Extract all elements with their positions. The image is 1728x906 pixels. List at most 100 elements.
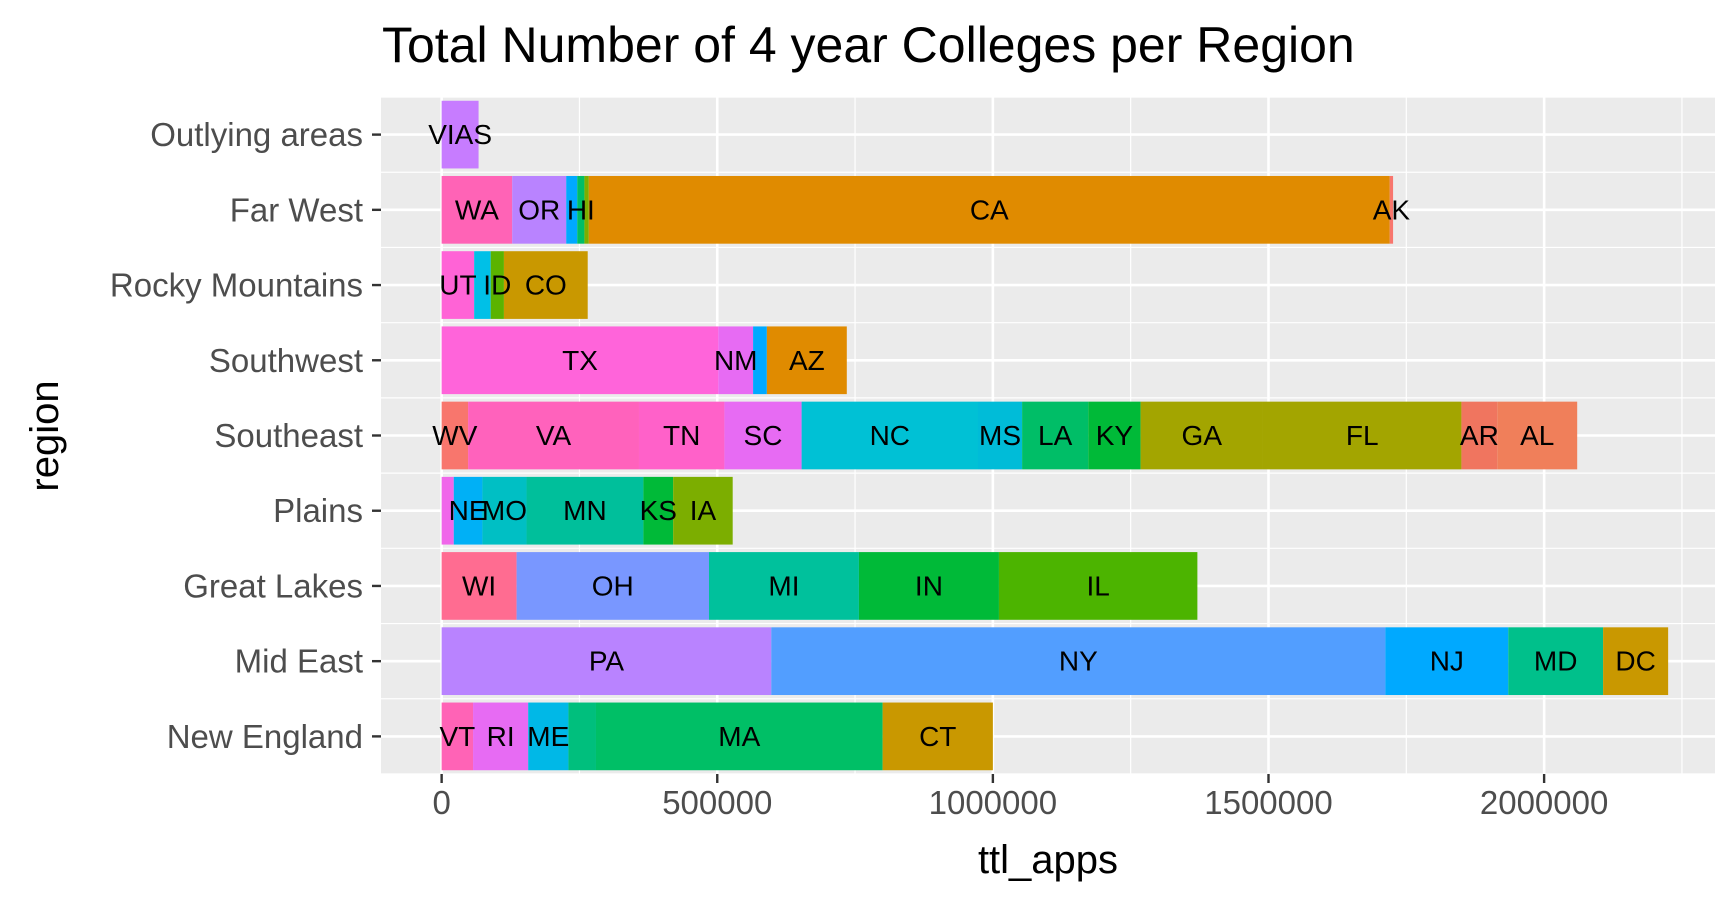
segment-label: NY	[1059, 646, 1098, 677]
x-axis: 0 500000 1000000 1500000 2000000	[432, 774, 1608, 821]
segment-label: NC	[870, 420, 910, 451]
segment-label: MN	[563, 495, 607, 526]
y-tick-label: Southeast	[214, 417, 363, 454]
bar-segment	[1603, 627, 1669, 696]
bar-segment	[441, 175, 513, 244]
bar-segment	[766, 326, 847, 395]
segment-label: CA	[970, 194, 1009, 225]
segment-label: MA	[718, 721, 760, 752]
segment-label: DC	[1615, 646, 1655, 677]
segment-label: OH	[592, 570, 634, 601]
bar-segment	[566, 175, 578, 244]
bar-segment	[441, 326, 719, 395]
bar-segment	[441, 251, 475, 319]
bar-segment	[490, 251, 504, 319]
y-axis: New England Mid East Great Lakes Plains Sout…	[110, 116, 381, 755]
y-tick-label: Great Lakes	[183, 567, 363, 604]
segment-label: PA	[589, 646, 625, 677]
segment-label: NM	[714, 345, 758, 376]
segment-label: UT	[439, 270, 476, 301]
bar-segment	[568, 702, 596, 771]
segment-label: CO	[525, 270, 567, 301]
segment-label: VT	[439, 721, 475, 752]
bar-segment	[1389, 175, 1394, 244]
bar-segment	[441, 476, 454, 545]
bar-segment	[441, 401, 469, 470]
segment-label: IL	[1086, 570, 1109, 601]
bar-segment	[482, 476, 527, 545]
bar-segment	[595, 702, 883, 771]
bar-segment	[771, 627, 1386, 696]
bar-segment	[441, 100, 479, 169]
bar-segment	[718, 326, 754, 395]
segment-label: MD	[1534, 646, 1578, 677]
bar-segment	[1497, 401, 1578, 470]
bar-segment	[441, 552, 517, 620]
segment-label: WI	[462, 570, 496, 601]
segment-label: KS	[640, 495, 677, 526]
segment-label: CT	[919, 721, 956, 752]
segment-label: MI	[768, 570, 799, 601]
segment-label: AL	[1520, 420, 1554, 451]
segment-label: OR	[518, 194, 560, 225]
x-tick-label: 2000000	[1480, 784, 1608, 821]
bar-segment	[858, 552, 999, 620]
bar-segment	[1022, 401, 1089, 470]
segment-label: MS	[979, 420, 1021, 451]
x-tick-label: 1000000	[929, 784, 1057, 821]
segment-label: AZ	[789, 345, 825, 376]
segment-label: GA	[1182, 420, 1223, 451]
segment-label: RI	[487, 721, 515, 752]
bar-segment	[643, 476, 674, 545]
y-tick-label: Rocky Mountains	[110, 267, 363, 304]
bar-segment	[474, 251, 491, 319]
segment-label: VIAS	[428, 119, 492, 150]
bar-segment	[708, 552, 859, 620]
segment-label: IN	[915, 570, 943, 601]
x-tick-label: 500000	[662, 784, 772, 821]
x-axis-title: ttl_apps	[978, 838, 1118, 882]
segment-label: WV	[432, 420, 477, 451]
bar-segment	[516, 552, 709, 620]
segment-label: HI	[567, 194, 595, 225]
bar-segment	[512, 175, 567, 244]
bar-segment	[1262, 401, 1462, 470]
bar-segment	[441, 627, 772, 696]
bar-segment	[801, 401, 978, 470]
y-tick-label: Far West	[230, 191, 363, 228]
segment-label: AK	[1373, 194, 1411, 225]
bar-segment	[528, 702, 569, 771]
x-tick-label: 0	[432, 784, 450, 821]
y-axis-title: region	[23, 380, 67, 491]
bar-segment	[753, 326, 767, 395]
segment-label: WA	[455, 194, 499, 225]
bar-segment	[588, 175, 1390, 244]
segment-label: FL	[1346, 420, 1379, 451]
y-tick-label: Plains	[273, 492, 363, 529]
y-tick-label: Outlying areas	[150, 116, 363, 153]
bar-segment	[1385, 627, 1509, 696]
segment-label: MO	[482, 495, 527, 526]
y-tick-label: New England	[167, 718, 363, 755]
x-tick-label: 1500000	[1204, 784, 1332, 821]
bar-segment	[1508, 627, 1604, 696]
bar-segment	[998, 552, 1198, 620]
segment-label: TX	[562, 345, 598, 376]
bar-segment	[1461, 401, 1498, 470]
segment-label: NJ	[1430, 646, 1464, 677]
bar-segment	[638, 401, 725, 470]
bar-segment	[882, 702, 993, 771]
segment-label: AR	[1460, 420, 1499, 451]
bar-segment	[977, 401, 1023, 470]
segment-label: LA	[1038, 420, 1073, 451]
bar-segment	[1088, 401, 1141, 470]
bar-segment	[584, 175, 589, 244]
segment-label: IA	[690, 495, 717, 526]
segment-label: TN	[663, 420, 700, 451]
y-tick-label: Mid East	[235, 643, 363, 680]
y-tick-label: Southwest	[209, 342, 363, 379]
segment-label: NE	[449, 495, 488, 526]
segment-label: KY	[1096, 420, 1134, 451]
bar-segment	[441, 702, 474, 771]
segment-label: VA	[536, 420, 572, 451]
